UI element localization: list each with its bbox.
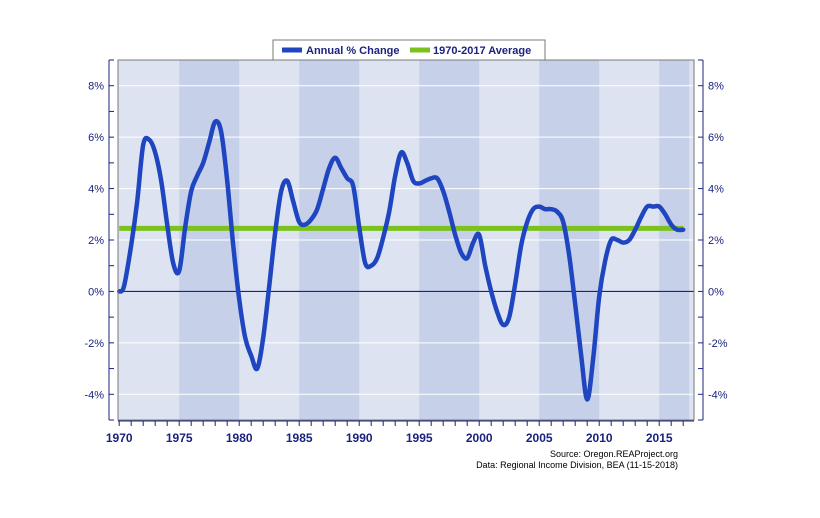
- legend: Annual % Change 1970-2017 Average: [272, 39, 546, 61]
- y-tick-label-right: 8%: [708, 81, 724, 93]
- data-credit-note: Data: Regional Income Division, BEA (11-…: [476, 460, 678, 470]
- x-tick-label: 1975: [166, 431, 193, 445]
- x-axis: 1970 1975 1980 1985 1990 1995 2000 2005 2010 2015: [106, 420, 694, 445]
- legend-label-1: 1970-2017 Average: [433, 45, 531, 57]
- legend-box: [272, 39, 546, 61]
- y-tick-label-left: 8%: [88, 81, 104, 93]
- x-tick-label: 2000: [466, 431, 493, 445]
- y-tick-label-left: 2%: [88, 235, 104, 247]
- series-line-annual-change: [116, 118, 686, 402]
- series-layer: [116, 118, 686, 402]
- x-tick-label: 1990: [346, 431, 373, 445]
- y-axis-right: -4% -2% 0% 2% 4% 6% 8%: [698, 59, 728, 421]
- y-tick-label-left: -2%: [84, 338, 104, 350]
- y-axis-left: -4% -2% 0% 2% 4% 6% 8%: [84, 59, 114, 421]
- y-tick-label-right: 2%: [708, 235, 724, 247]
- y-tick-label-left: 6%: [88, 132, 104, 144]
- x-tick-label: 1985: [286, 431, 313, 445]
- y-tick-label-right: 0%: [708, 286, 724, 298]
- source-note: Source: Oregon.REAProject.org: [549, 449, 678, 459]
- x-tick-label: 1995: [406, 431, 433, 445]
- y-tick-label-right: 6%: [708, 132, 724, 144]
- x-tick-label: 1980: [226, 431, 253, 445]
- y-tick-label-left: 0%: [88, 286, 104, 298]
- x-tick-label: 2010: [586, 431, 613, 445]
- y-tick-label-right: -4%: [708, 389, 728, 401]
- x-tick-label: 1970: [106, 431, 133, 445]
- legend-label-0: Annual % Change: [306, 45, 400, 57]
- y-tick-label-right: 4%: [708, 184, 724, 196]
- y-tick-label-left: 4%: [88, 184, 104, 196]
- gridlines: [118, 85, 694, 395]
- y-tick-label-left: -4%: [84, 389, 104, 401]
- y-tick-label-right: -2%: [708, 338, 728, 350]
- x-tick-label: 2015: [646, 431, 673, 445]
- x-tick-label: 2005: [526, 431, 553, 445]
